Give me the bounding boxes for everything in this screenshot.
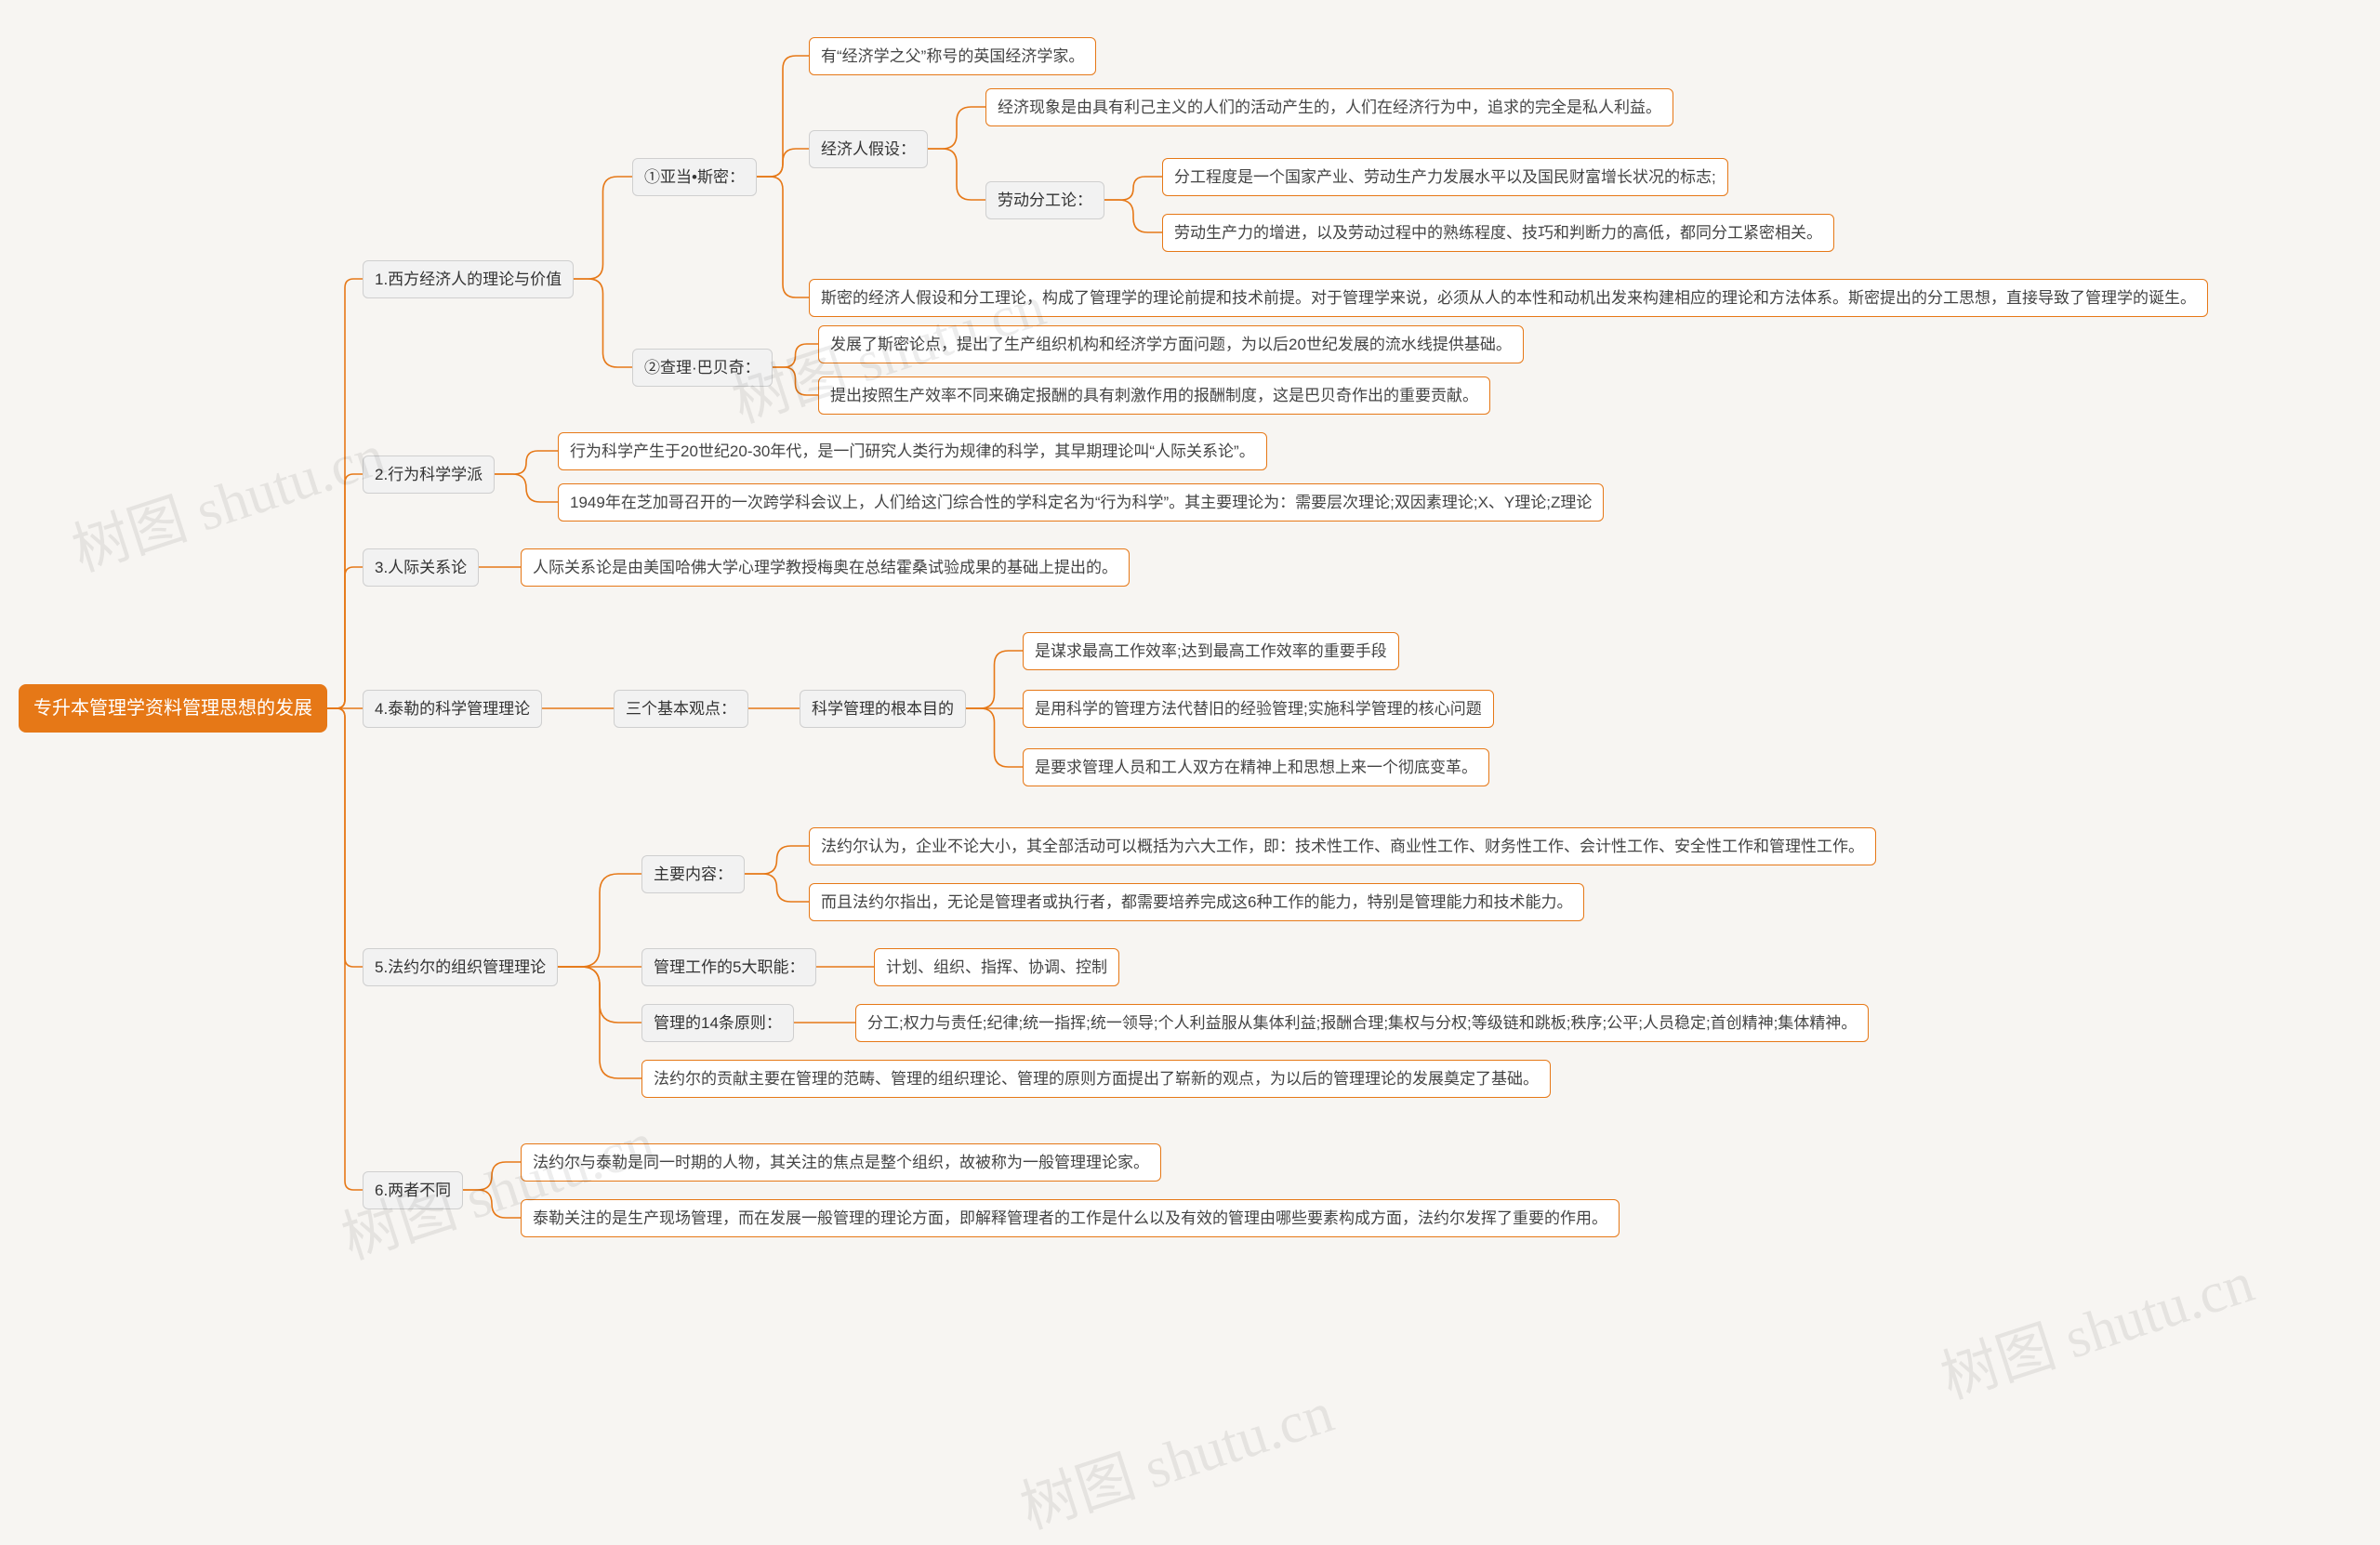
mindmap-node-s4b2[interactable]: 是用科学的管理方法代替旧的经验管理;实施科学管理的核心问题 — [1023, 690, 1494, 728]
connector — [558, 967, 641, 1023]
mindmap-node-s6b[interactable]: 泰勒关注的是生产现场管理，而在发展一般管理的理论方面，即解释管理者的工作是什么以… — [521, 1199, 1620, 1237]
mindmap-node-s1a_e1[interactable]: 经济现象是由具有利己主义的人们的活动产生的，人们在经济行为中，追求的完全是私人利… — [985, 88, 1673, 126]
mindmap-node-s4a[interactable]: 三个基本观点： — [614, 690, 748, 728]
mindmap-node-s5c1[interactable]: 分工;权力与责任;纪律;统一指挥;统一领导;个人利益服从集体利益;报酬合理;集权… — [855, 1004, 1869, 1042]
mindmap-node-s1a[interactable]: ①亚当•斯密： — [632, 158, 757, 196]
mindmap-node-s5d[interactable]: 法约尔的贡献主要在管理的范畴、管理的组织理论、管理的原则方面提出了崭新的观点，为… — [641, 1060, 1551, 1098]
mindmap-node-s4[interactable]: 4.泰勒的科学管理理论 — [363, 690, 542, 728]
connector — [558, 967, 641, 1078]
connector — [327, 474, 363, 708]
connector — [574, 177, 632, 279]
connector — [757, 177, 809, 297]
mindmap-node-s4b[interactable]: 科学管理的根本目的 — [800, 690, 966, 728]
mindmap-node-s1[interactable]: 1.西方经济人的理论与价值 — [363, 260, 574, 298]
connector — [745, 874, 809, 902]
connector — [463, 1190, 521, 1218]
mindmap-node-s5[interactable]: 5.法约尔的组织管理理论 — [363, 948, 558, 986]
connector — [495, 474, 558, 502]
watermark: 树图 shutu.cn — [1929, 1235, 2263, 1414]
connector — [966, 708, 1023, 767]
connector — [1104, 200, 1162, 232]
mindmap-node-s1b1[interactable]: 发展了斯密论点，提出了生产组织机构和经济学方面问题，为以后20世纪发展的流水线提… — [818, 325, 1524, 363]
mindmap-node-s5c[interactable]: 管理的14条原则： — [641, 1004, 794, 1042]
mindmap-node-s5b[interactable]: 管理工作的5大职能： — [641, 948, 816, 986]
mindmap-node-s2b[interactable]: 1949年在芝加哥召开的一次跨学科会议上，人们给这门综合性的学科定名为“行为科学… — [558, 483, 1604, 522]
watermark: 树图 shutu.cn — [1009, 1365, 1342, 1544]
connector — [558, 874, 641, 967]
connector — [928, 149, 985, 200]
mindmap-node-s4b1[interactable]: 是谋求最高工作效率;达到最高工作效率的重要手段 — [1023, 632, 1399, 670]
mindmap-node-s5a2[interactable]: 而且法约尔指出，无论是管理者或执行者，都需要培养完成这6种工作的能力，特别是管理… — [809, 883, 1584, 921]
watermark: 树图 shutu.cn — [60, 407, 394, 587]
mindmap-node-s1a_div2[interactable]: 劳动生产力的增进，以及劳动过程中的熟练程度、技巧和判断力的高低，都同分工紧密相关… — [1162, 214, 1834, 252]
connector — [327, 567, 363, 708]
mindmap-node-s5a1[interactable]: 法约尔认为，企业不论大小，其全部活动可以概括为六大工作，即：技术性工作、商业性工… — [809, 827, 1876, 865]
mindmap-node-s5b1[interactable]: 计划、组织、指挥、协调、控制 — [874, 948, 1119, 986]
mindmap-node-s4b3[interactable]: 是要求管理人员和工人双方在精神上和思想上来一个彻底变革。 — [1023, 748, 1489, 786]
connector — [574, 279, 632, 367]
connector — [773, 344, 818, 367]
mindmap-node-s1a_div1[interactable]: 分工程度是一个国家产业、劳动生产力发展水平以及国民财富增长状况的标志; — [1162, 158, 1728, 196]
connector — [327, 708, 363, 1190]
connector — [966, 651, 1023, 708]
connector — [757, 56, 809, 177]
mindmap-node-root[interactable]: 专升本管理学资料管理思想的发展 — [19, 684, 327, 733]
mindmap-node-s3a[interactable]: 人际关系论是由美国哈佛大学心理学教授梅奥在总结霍桑试验成果的基础上提出的。 — [521, 548, 1130, 587]
connector — [757, 149, 809, 177]
mindmap-node-s1a_div[interactable]: 劳动分工论： — [985, 181, 1104, 219]
mindmap-node-s5a[interactable]: 主要内容： — [641, 855, 745, 893]
mindmap-node-s2a[interactable]: 行为科学产生于20世纪20-30年代，是一门研究人类行为规律的科学，其早期理论叫… — [558, 432, 1267, 470]
mindmap-node-s1a_econ[interactable]: 经济人假设： — [809, 130, 928, 168]
connector — [928, 107, 985, 149]
mindmap-node-s1b2[interactable]: 提出按照生产效率不同来确定报酬的具有刺激作用的报酬制度，这是巴贝奇作出的重要贡献… — [818, 376, 1490, 415]
connector — [327, 708, 363, 967]
connector — [773, 367, 818, 395]
connector — [495, 451, 558, 474]
connector — [327, 279, 363, 708]
mindmap-node-s3[interactable]: 3.人际关系论 — [363, 548, 479, 587]
mindmap-node-s1a_father[interactable]: 有“经济学之父”称号的英国经济学家。 — [809, 37, 1096, 75]
connector — [463, 1162, 521, 1190]
mindmap-node-s6[interactable]: 6.两者不同 — [363, 1171, 463, 1209]
connector — [745, 846, 809, 874]
mindmap-node-s1b[interactable]: ②查理·巴贝奇： — [632, 349, 773, 387]
mindmap-node-s6a[interactable]: 法约尔与泰勒是同一时期的人物，其关注的焦点是整个组织，故被称为一般管理理论家。 — [521, 1143, 1161, 1182]
mindmap-node-s2[interactable]: 2.行为科学学派 — [363, 456, 495, 494]
mindmap-node-s1a_summary[interactable]: 斯密的经济人假设和分工理论，构成了管理学的理论前提和技术前提。对于管理学来说，必… — [809, 279, 2208, 317]
connector — [1104, 177, 1162, 200]
